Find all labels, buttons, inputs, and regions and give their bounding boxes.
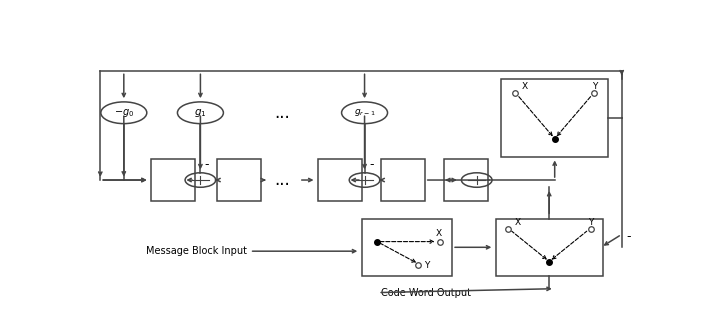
Bar bbox=[444, 159, 488, 201]
Text: Message Block Input: Message Block Input bbox=[146, 246, 247, 256]
Text: -: - bbox=[626, 230, 630, 244]
Text: $-g_0$: $-g_0$ bbox=[114, 107, 134, 119]
Text: ...: ... bbox=[275, 104, 290, 122]
Bar bbox=[361, 219, 452, 276]
Bar bbox=[318, 159, 361, 201]
Bar bbox=[151, 159, 195, 201]
Text: X: X bbox=[436, 229, 442, 239]
Text: ...: ... bbox=[275, 171, 290, 189]
Text: X: X bbox=[515, 218, 521, 226]
Text: -: - bbox=[205, 159, 209, 171]
Text: Y: Y bbox=[592, 82, 597, 91]
Text: Y: Y bbox=[588, 218, 593, 226]
Text: X: X bbox=[522, 82, 528, 91]
Bar bbox=[381, 159, 425, 201]
Text: Y: Y bbox=[424, 261, 430, 270]
Text: -: - bbox=[369, 159, 373, 171]
Text: Code Word Output: Code Word Output bbox=[381, 288, 471, 298]
Bar bbox=[217, 159, 261, 201]
Text: $g_1$: $g_1$ bbox=[194, 107, 207, 119]
Bar bbox=[496, 219, 602, 276]
Text: $g_{r-1}$: $g_{r-1}$ bbox=[354, 107, 376, 118]
Bar bbox=[501, 79, 608, 157]
